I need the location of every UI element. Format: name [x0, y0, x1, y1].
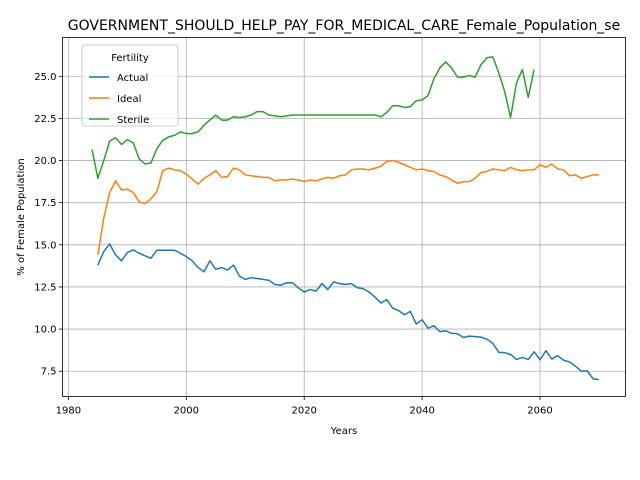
series-line-actual: [97, 243, 600, 381]
y-axis-ticks: 7.5 10.0 12.5 15.0 17.5 20.0 22.5 25.0: [34, 72, 63, 378]
y-tick-label: 7.5: [41, 367, 57, 378]
y-tick-label: 15.0: [34, 240, 56, 251]
x-tick-label: 1980: [56, 406, 81, 417]
x-tick-label: 2060: [527, 406, 552, 417]
legend-label-ideal: Ideal: [117, 94, 141, 105]
x-tick-label: 2000: [174, 406, 199, 417]
x-tick-label: 2040: [409, 406, 434, 417]
grid: [62, 37, 626, 397]
y-tick-label: 25.0: [34, 72, 56, 83]
x-axis-label: Years: [330, 426, 357, 437]
plot-frame: [62, 37, 626, 397]
series-line-sterile: [91, 56, 535, 179]
series-line-ideal: [97, 159, 599, 256]
legend: Fertility Actual Ideal Sterile: [81, 44, 179, 127]
legend-label-sterile: Sterile: [117, 115, 149, 126]
series-lines: [91, 56, 600, 381]
legend-box: [81, 44, 179, 127]
legend-label-actual: Actual: [117, 73, 148, 84]
legend-title: Fertility: [111, 53, 149, 64]
y-tick-label: 17.5: [34, 198, 56, 209]
x-tick-label: 2020: [291, 406, 316, 417]
y-tick-label: 20.0: [34, 156, 56, 167]
x-axis-ticks: 1980 2000 2020 2040 2060: [56, 396, 553, 417]
chart-title: GOVERNMENT_SHOULD_HELP_PAY_FOR_MEDICAL_C…: [68, 18, 620, 34]
y-tick-label: 12.5: [34, 282, 56, 293]
y-tick-label: 22.5: [34, 114, 56, 125]
y-tick-label: 10.0: [34, 325, 56, 336]
y-axis-label: % of Female Population: [16, 158, 27, 275]
